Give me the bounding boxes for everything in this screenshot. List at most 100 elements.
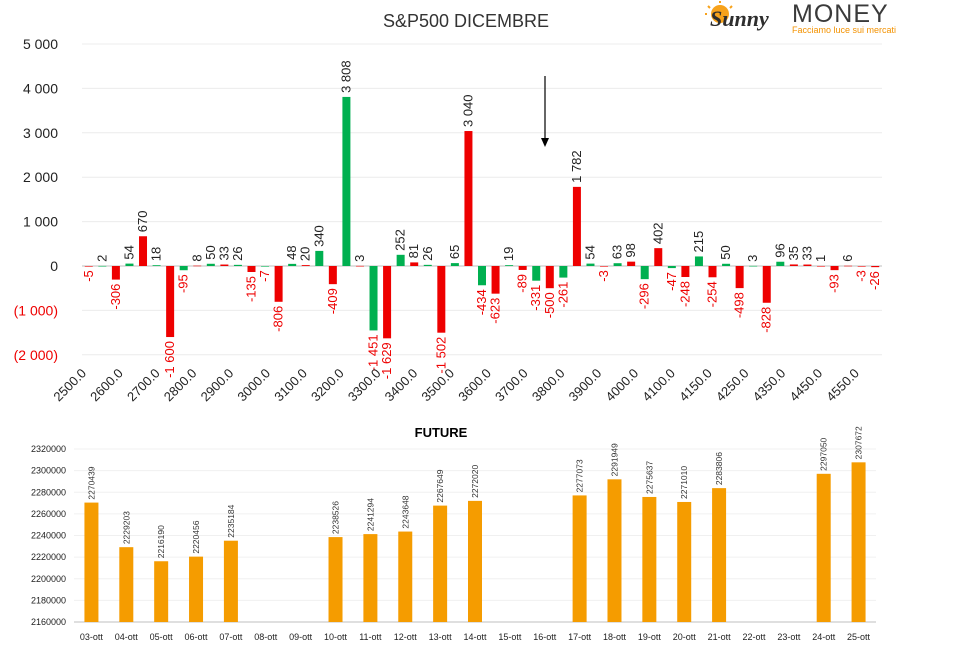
future-chart-x-tick-label: 23-ott [777,632,801,642]
main-chart-bar-green [261,266,270,267]
future-chart-data-label: 2216190 [156,525,166,558]
main-chart-data-label: -1 451 [366,334,381,371]
future-chart-y-tick-label: 2300000 [31,466,66,476]
main-chart-x-tick-label: 3200.0 [308,366,347,405]
main-chart-y-tick-label: 3 000 [23,125,58,141]
main-chart-bar-green [667,266,676,269]
main-chart-y-tick-label: (2 000) [14,347,58,363]
main-chart-bar-red [871,266,880,268]
future-chart-bar [642,496,657,622]
sun-icon [711,5,729,23]
main-chart-data-label: 96 [772,243,787,257]
main-chart-bar-red [708,266,717,278]
main-chart-data-label: -828 [759,307,774,333]
main-chart-data-label: -409 [325,288,340,314]
main-chart-data-label: -498 [732,292,747,318]
future-chart-x-tick-label: 19-ott [638,632,662,642]
main-chart-bar-red [518,266,527,270]
main-chart-data-label: -1 600 [162,341,177,378]
main-chart-bar-red [600,266,609,267]
main-chart-bar-red [681,266,690,278]
main-chart-x-tick-label: 3900.0 [566,366,605,405]
down-arrow-annotation [541,76,549,147]
future-chart-x-tick-label: 11-ott [359,632,382,642]
main-chart-bar-red [654,248,663,266]
future-chart-data-label: 2291949 [609,443,619,476]
future-chart-bar [154,561,169,622]
future-chart-x-tick-label: 22-ott [742,632,766,642]
main-chart-y-tick-label: 5 000 [23,36,58,52]
main-chart-bar-red [383,266,392,339]
future-chart-bars [84,462,866,622]
future-chart-data-label: 2272020 [470,465,480,498]
main-chart-bar-red [762,266,771,303]
sunny-money-logo: Sunny MONEY Facciamo luce sui mercati [702,0,956,40]
main-chart-data-label: 1 782 [569,150,584,183]
future-chart-bar [607,479,622,622]
main-chart-x-tick-label: 2700.0 [124,366,163,405]
main-chart-bar-green [369,266,378,331]
main-chart-bar-red [220,264,229,266]
main-chart-bar-green [586,263,595,266]
main-chart-data-label: 65 [447,245,462,259]
main-chart-bar-red [491,266,500,294]
main-chart-bar-green [315,250,324,266]
main-chart-x-tick-label: 3300.0 [345,366,384,405]
future-chart-x-tick-label: 07-ott [219,632,243,642]
main-chart-x-tick-label: 4000.0 [602,366,641,405]
future-chart-data-label: 2238526 [331,501,341,534]
main-chart-bars [84,96,880,339]
future-chart-bar [398,531,413,622]
main-chart-bar-red [545,266,554,289]
main-chart-y-tick-label: 2 000 [23,169,58,185]
future-chart-x-axis: 03-ott 04-ott 05-ott 06-ott 07-ott 08-ott 09-o… [80,632,871,642]
future-chart-x-tick-label: 24-ott [812,632,836,642]
main-chart-y-tick-label: 1 000 [23,214,58,230]
main-chart-bar-green [613,263,622,266]
future-chart-x-tick-label: 05-ott [150,632,174,642]
main-chart-x-tick-label: 3100.0 [271,366,310,405]
future-chart-x-tick-label: 20-ott [673,632,697,642]
main-chart-x-tick-label: 4250.0 [713,366,752,405]
main-chart-bar-green [342,96,351,266]
main-chart-data-label: 48 [284,245,299,259]
main-chart-x-tick-label: 3700.0 [492,366,531,405]
future-chart-bar [677,501,692,622]
main-chart-data-label: -434 [474,289,489,315]
main-chart-data-label: 3 808 [338,60,353,93]
future-chart-x-tick-label: 03-ott [80,632,104,642]
future-chart-x-tick-label: 15-ott [498,632,522,642]
future-chart-bar [189,556,204,622]
main-chart-bar-red [437,266,446,333]
main-chart-data-label: 54 [582,245,597,259]
main-chart-data-label: -500 [542,292,557,318]
future-chart-x-tick-label: 17-ott [568,632,592,642]
main-chart-bar-green [559,266,568,278]
future-chart-y-tick-label: 2220000 [31,552,66,562]
main-chart-bar-green [722,263,731,266]
main-chart-data-label: -261 [555,282,570,308]
main-chart-data-label: 1 [813,255,828,262]
main-chart-data-label: 50 [718,245,733,259]
main-chart-data-label: -89 [515,274,530,293]
future-chart-title: FUTURE [415,425,468,440]
main-chart-bar-green [125,263,134,266]
logo-brand-sunny: Sunny [710,6,769,31]
main-chart-x-tick-label: 3000.0 [234,366,273,405]
main-chart-x-tick-label: 4100.0 [639,366,678,405]
main-chart-data-label: 33 [216,246,231,260]
main-chart-data-label: 35 [786,246,801,260]
main-chart-bar-green [694,256,703,266]
main-chart-data-label: 402 [650,222,665,244]
main-chart-bar-green [450,263,459,266]
future-chart-data-label: 2283806 [714,452,724,485]
main-chart-x-tick-label: 4450.0 [787,366,826,405]
future-chart-data-label: 2229203 [121,511,131,544]
main-chart-data-label: -135 [243,276,258,302]
main-chart-bar-red [803,264,812,266]
main-chart-data-label: -1 502 [433,337,448,374]
main-chart-bar-red [572,186,581,266]
main-chart-data-label: 6 [840,254,855,261]
future-chart-data-label: 2270439 [86,466,96,499]
